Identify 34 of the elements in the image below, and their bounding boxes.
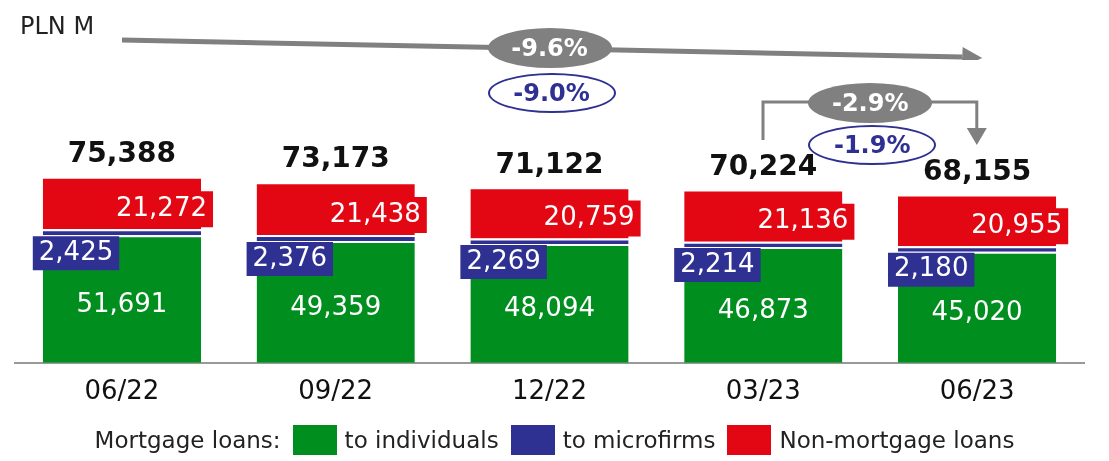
- total-label: 75,388: [67, 136, 176, 170]
- data-label: 2,180: [893, 252, 969, 283]
- data-label: 21,438: [329, 197, 421, 228]
- x-tick-label: 06/23: [939, 375, 1015, 406]
- data-label: 2,269: [466, 244, 541, 275]
- data-label: 2,376: [252, 241, 328, 272]
- data-label: 21,136: [757, 204, 849, 235]
- text: -9.6%: [487, 28, 612, 68]
- legend-title: Mortgage loans:: [94, 427, 281, 453]
- x-tick-label: 03/23: [725, 375, 801, 406]
- text: PLN M: [20, 12, 95, 40]
- total-label: 70,224: [709, 148, 818, 182]
- x-tick-label: 12/22: [512, 375, 587, 406]
- data-label: 48,094: [504, 292, 595, 323]
- total-label: 71,122: [495, 146, 604, 180]
- legend-label: to individuals: [344, 427, 499, 453]
- data-label: 46,873: [717, 293, 809, 324]
- text: -1.9%: [833, 131, 911, 159]
- data-label: 2,425: [38, 235, 114, 266]
- data-label: 45,020: [931, 296, 1023, 326]
- data-label: 20,955: [971, 209, 1063, 240]
- x-tick-label: 09/22: [298, 375, 374, 406]
- total-label: 73,173: [281, 141, 390, 175]
- data-label: 49,359: [290, 290, 382, 321]
- x-tick-label: 06/22: [84, 375, 160, 406]
- text: -2.9%: [808, 83, 933, 123]
- data-label: 2,214: [680, 247, 755, 278]
- legend-label: Non-mortgage loans: [779, 427, 1015, 453]
- text: -9.0%: [487, 73, 616, 113]
- total-label: 68,155: [923, 153, 1032, 187]
- data-label: 20,759: [543, 201, 635, 232]
- data-label: 51,691: [76, 287, 168, 318]
- legend-label: to microfirms: [562, 427, 716, 453]
- data-label: 21,272: [116, 192, 208, 222]
